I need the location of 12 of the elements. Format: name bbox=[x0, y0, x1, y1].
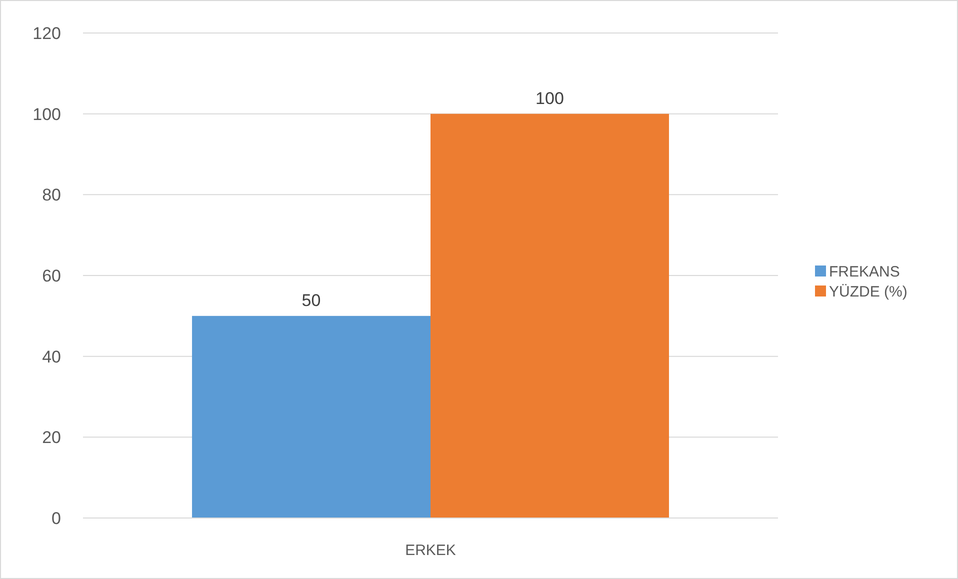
y-tick-label: 60 bbox=[42, 266, 61, 286]
x-tick-label: ERKEK bbox=[405, 542, 456, 559]
data-label: 100 bbox=[536, 88, 564, 108]
y-tick-label: 0 bbox=[52, 508, 61, 528]
y-tick-label: 20 bbox=[42, 428, 61, 448]
y-tick-label: 80 bbox=[42, 186, 61, 205]
y-tick-label: 100 bbox=[32, 104, 61, 124]
legend-label: FREKANS bbox=[829, 263, 900, 280]
legend-label: YÜZDE (%) bbox=[829, 283, 908, 300]
y-tick-label: 120 bbox=[32, 24, 61, 43]
data-label: 50 bbox=[302, 290, 321, 310]
y-tick-label: 40 bbox=[42, 347, 61, 366]
